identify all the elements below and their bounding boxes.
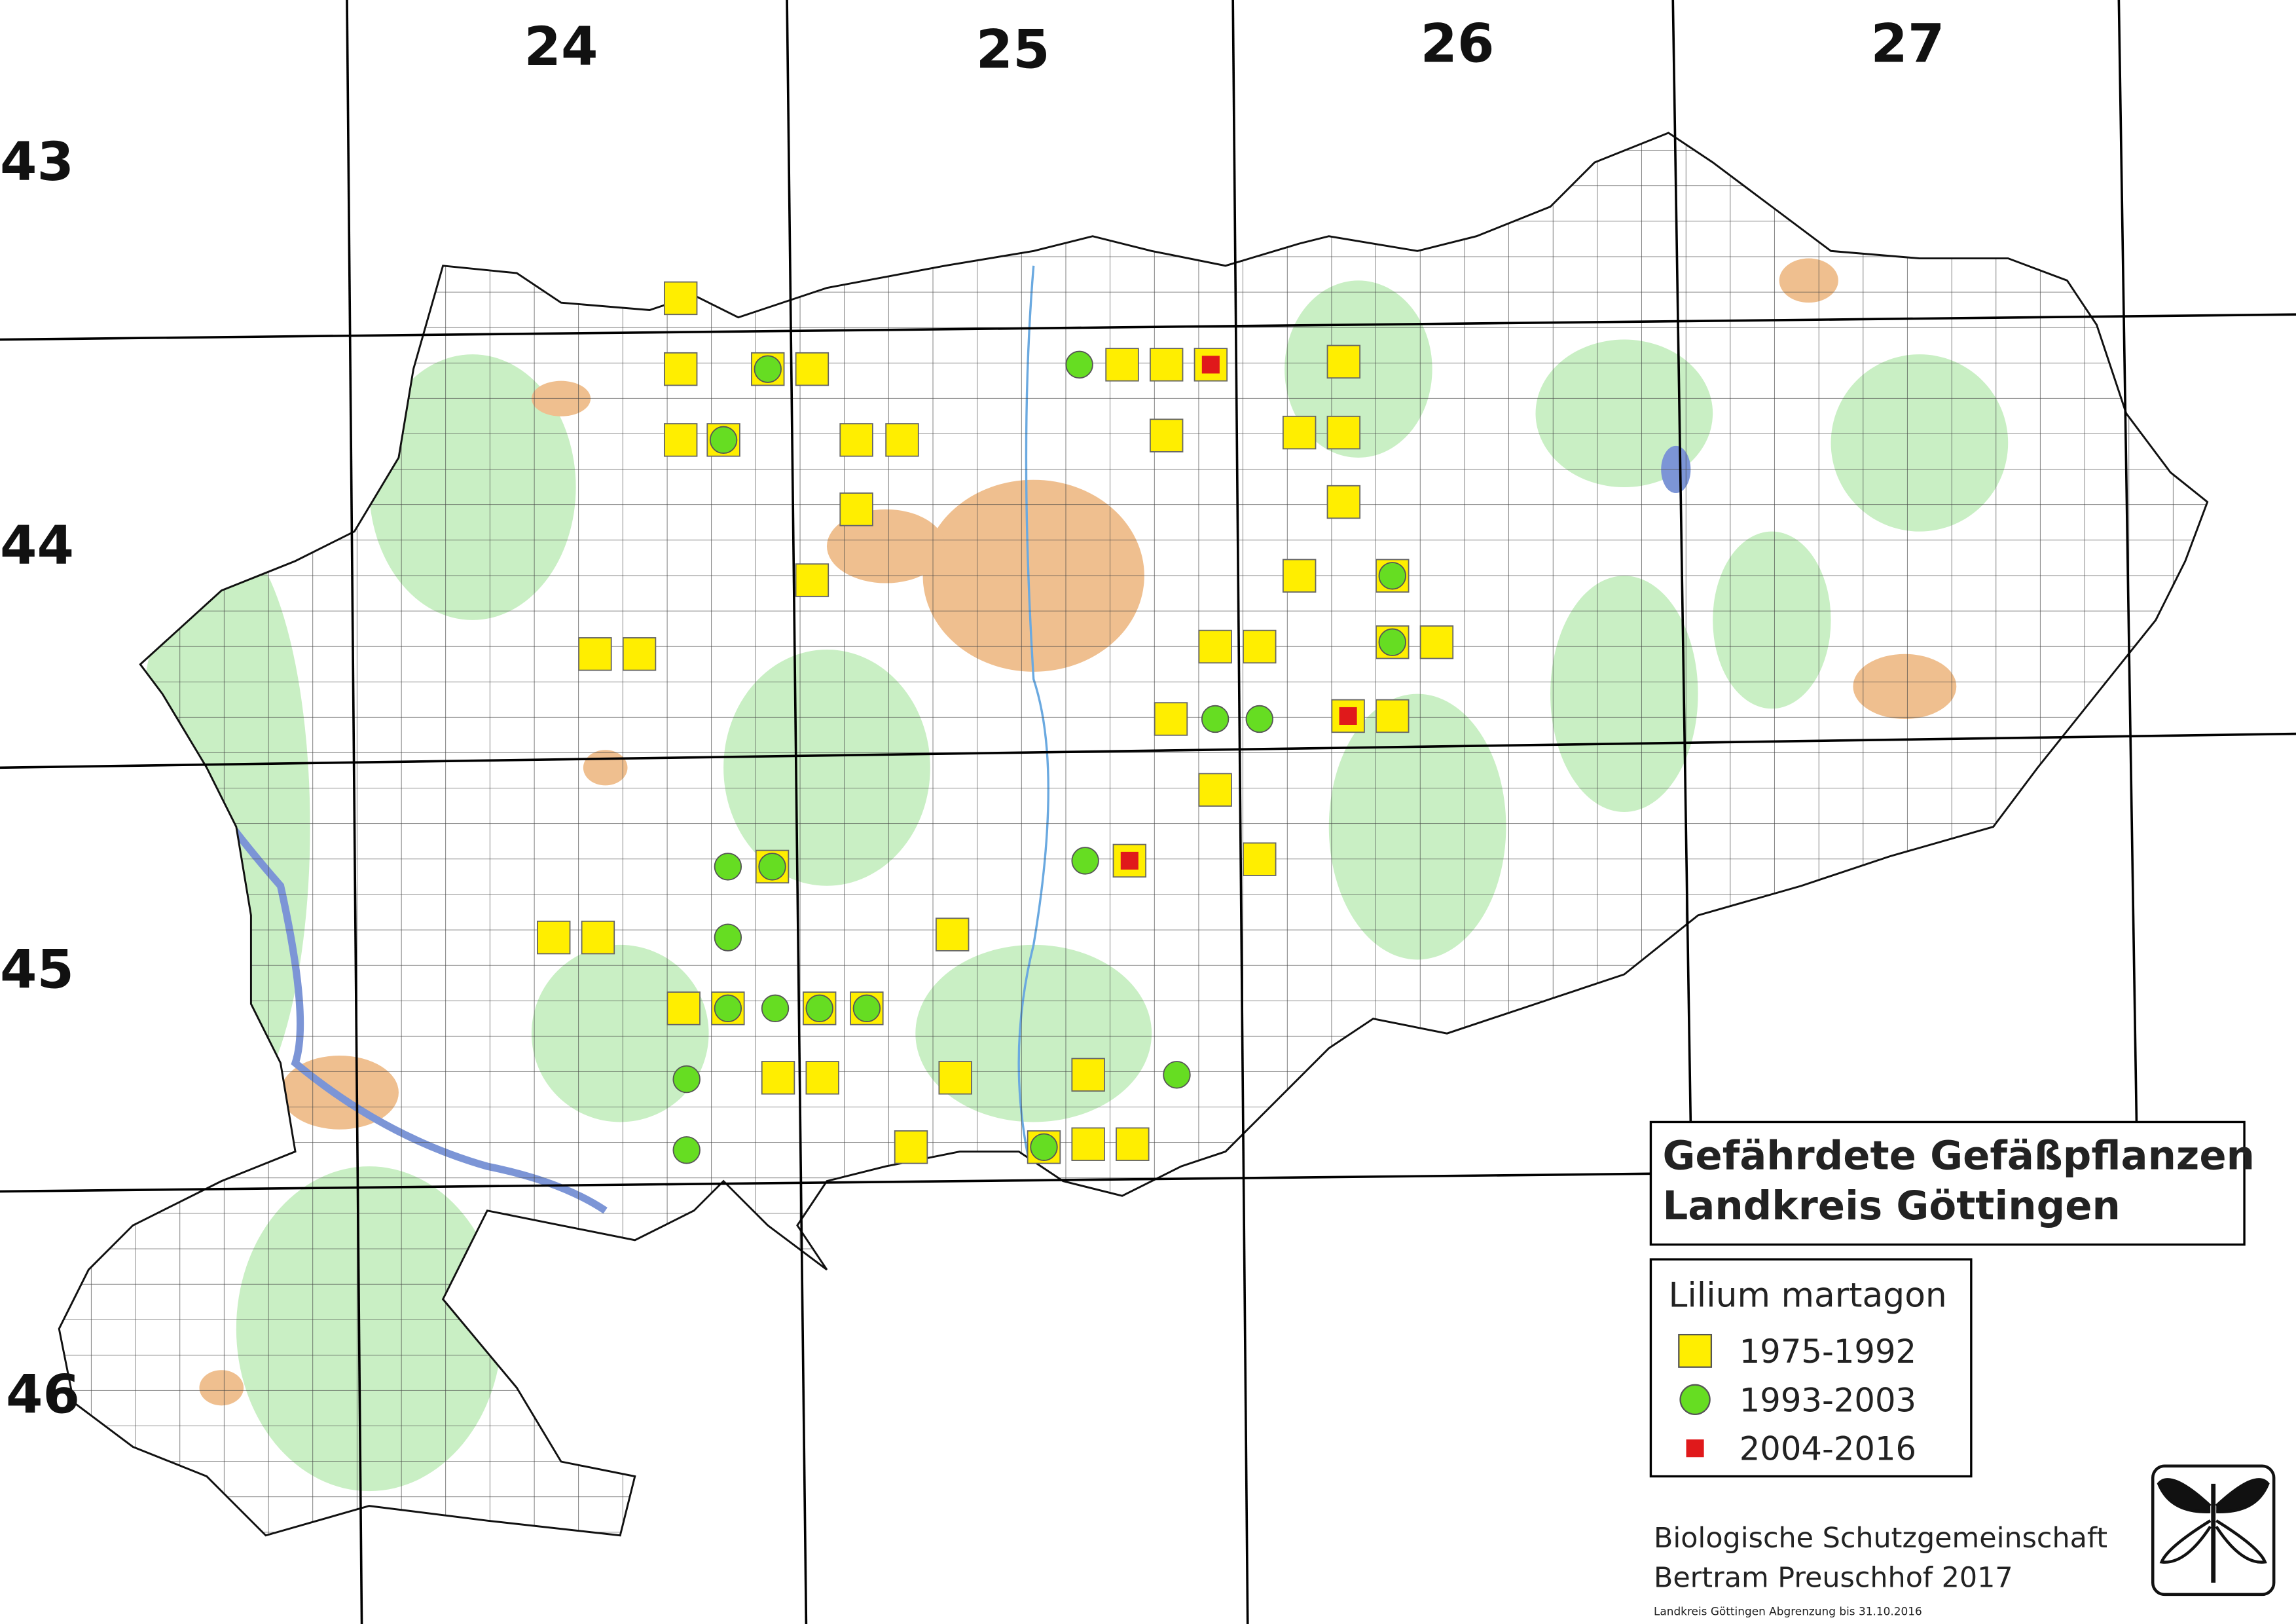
marker-1975-1992	[1112, 843, 1147, 878]
marker-1993-2003	[672, 1065, 701, 1094]
marker-1975-1992	[839, 423, 873, 457]
marker-1993-2003	[1378, 628, 1406, 656]
marker-1975-1992	[1376, 699, 1410, 733]
marker-1975-1992	[1105, 348, 1139, 382]
marker-1993-2003	[714, 994, 742, 1023]
marker-1993-2003	[714, 853, 742, 881]
marker-1975-1992	[805, 1061, 839, 1095]
row-label: 43	[0, 132, 74, 193]
marker-1975-1992	[839, 492, 873, 526]
legend-red	[1686, 1439, 1704, 1458]
marker-1993-2003	[852, 994, 881, 1023]
legend-title: Landkreis Göttingen	[1662, 1183, 2120, 1229]
row-label: 45	[0, 939, 74, 1001]
marker-1975-1992	[935, 917, 970, 951]
marker-1993-2003	[805, 994, 833, 1023]
column-label: 26	[1421, 14, 1495, 75]
marker-1975-1992	[1243, 629, 1277, 664]
credit-small: Landkreis Göttingen Abgrenzung bis 31.10…	[1654, 1604, 1922, 1617]
marker-1993-2003	[1030, 1133, 1058, 1161]
column-label: 27	[1870, 14, 1944, 75]
marker-1975-1992	[581, 920, 615, 955]
credit: Bertram Preuschhof 2017	[1654, 1562, 2013, 1595]
column-label: 25	[976, 20, 1050, 81]
occurrence-markers	[537, 281, 1454, 1164]
marker-1975-1992	[666, 991, 701, 1025]
marker-1993-2003	[1201, 705, 1230, 733]
marker-1975-1992	[1243, 842, 1277, 876]
marker-1993-2003	[761, 994, 790, 1023]
marker-1975-1992	[1198, 773, 1232, 807]
marker-1975-1992	[1282, 559, 1317, 593]
marker-1975-1992	[1282, 415, 1317, 450]
county-border	[58, 132, 2209, 1537]
row-label: 44	[0, 515, 74, 577]
marker-1993-2003	[1163, 1061, 1191, 1089]
marker-1975-1992	[663, 352, 698, 386]
marker-1993-2003	[714, 923, 742, 951]
marker-1975-1992	[885, 423, 919, 457]
marker-1975-1992	[1071, 1127, 1105, 1161]
credit: Biologische Schutzgemeinschaft	[1654, 1522, 2107, 1555]
marker-1975-1992	[1149, 348, 1184, 382]
marker-1975-1992	[1326, 344, 1361, 379]
marker-2004-2016	[1201, 356, 1220, 374]
marker-1975-1992	[1071, 1058, 1105, 1092]
marker-1975-1992	[938, 1061, 972, 1095]
marker-1975-1992	[1326, 415, 1361, 450]
marker-1975-1992	[761, 1061, 795, 1095]
marker-1993-2003	[1378, 562, 1406, 590]
marker-1975-1992	[622, 637, 657, 671]
marker-1975-1992	[663, 281, 698, 316]
marker-1975-1992	[1198, 629, 1232, 664]
legend-entry: 2004-2016	[1740, 1430, 1916, 1468]
column-label: 24	[524, 16, 598, 78]
marker-1993-2003	[1065, 350, 1093, 379]
marker-1975-1992	[1149, 418, 1184, 452]
marker-1975-1992	[1154, 702, 1188, 736]
marker-2004-2016	[1339, 707, 1357, 725]
marker-1993-2003	[1071, 847, 1099, 875]
logo	[2151, 1464, 2276, 1596]
marker-1975-1992	[1326, 485, 1361, 519]
marker-1993-2003	[709, 426, 738, 454]
marker-2004-2016	[1120, 851, 1139, 870]
marker-1975-1992	[1419, 625, 1454, 659]
legend-title: Gefährdete Gefäßpflanzen	[1662, 1133, 2255, 1179]
legend-entry: 1993-2003	[1740, 1381, 1916, 1419]
legend-entry: 1975-1992	[1740, 1333, 1916, 1371]
marker-1975-1992	[537, 920, 571, 955]
marker-1975-1992	[1116, 1127, 1150, 1161]
marker-1993-2003	[754, 355, 782, 383]
legend: Gefährdete Gefäßpflanzen Landkreis Götti…	[1649, 1120, 2255, 1478]
marker-1975-1992	[578, 637, 612, 671]
legend-circle	[1679, 1384, 1711, 1415]
marker-1993-2003	[758, 853, 786, 881]
marker-1975-1992	[795, 352, 829, 386]
marker-1975-1992	[663, 423, 698, 457]
title-box	[1649, 1120, 2246, 1246]
legend-species: Lilium martagon	[1668, 1276, 1946, 1315]
marker-1975-1992	[795, 563, 829, 597]
legend-square	[1678, 1333, 1713, 1368]
marker-1993-2003	[672, 1136, 701, 1164]
marker-1993-2003	[1245, 705, 1273, 733]
marker-1975-1992	[894, 1130, 928, 1164]
row-label: 46	[6, 1365, 80, 1426]
